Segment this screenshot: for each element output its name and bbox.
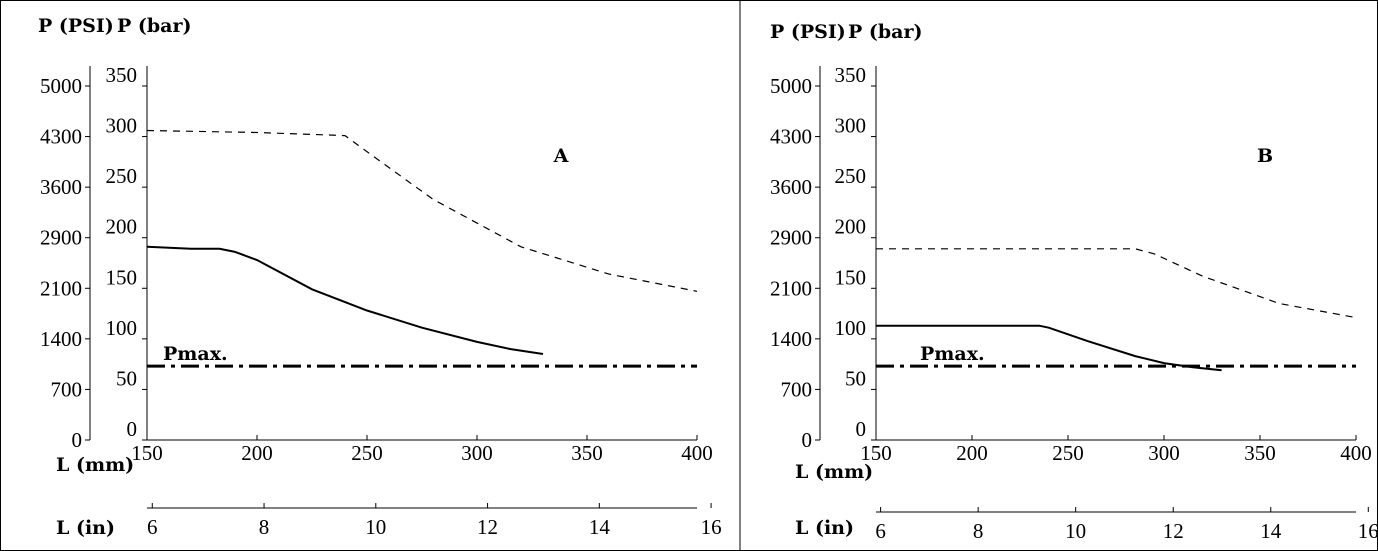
bar-tick-label: 200: [835, 215, 867, 239]
psi-tick-label: 4300: [40, 125, 82, 149]
in-tick-label: 10: [1065, 519, 1086, 543]
in-tick-label: 6: [875, 519, 886, 543]
y-axis-psi-title: P (PSI): [770, 21, 846, 43]
x-axis-in-title: L (in): [56, 517, 115, 539]
y-axis-bar-title: P (bar): [848, 21, 923, 43]
series-dashed-line: [876, 248, 1357, 319]
in-tick-label: 14: [1260, 519, 1282, 543]
bar-tick-label: 300: [106, 114, 138, 138]
bar-tick-label: 300: [835, 114, 867, 138]
mm-tick-label: 250: [351, 441, 383, 465]
bar-tick-label: 50: [116, 366, 137, 390]
in-tick-label: 12: [477, 515, 498, 539]
x-axis-mm-title: L (mm): [56, 454, 134, 476]
bar-tick-label: 0: [127, 417, 138, 441]
psi-tick-label: 700: [781, 377, 813, 401]
bar-tick-label: 350: [835, 63, 867, 87]
pmax-label: Pmax.: [163, 343, 228, 365]
in-tick-label: 6: [147, 515, 158, 539]
x-axis-mm-title: L (mm): [795, 461, 873, 483]
series-solid-line: [146, 245, 544, 355]
in-tick-label: 14: [589, 515, 611, 539]
in-tick-label: 16: [701, 515, 722, 539]
in-tick-label: 16: [1358, 519, 1378, 543]
psi-tick-label: 2900: [770, 226, 812, 250]
mm-tick-label: 400: [1340, 441, 1372, 465]
bar-tick-label: 150: [835, 265, 867, 289]
bar-tick-label: 350: [106, 63, 138, 87]
series-dashed-line: [146, 129, 698, 292]
mm-tick-label: 350: [1244, 441, 1276, 465]
in-tick-label: 12: [1163, 519, 1184, 543]
psi-tick-label: 5000: [40, 74, 82, 98]
y-axis-psi-title: P (PSI): [38, 15, 114, 37]
panel-label: B: [1257, 145, 1273, 167]
psi-tick-label: 2900: [40, 226, 82, 250]
in-tick-label: 10: [365, 515, 386, 539]
psi-tick-label: 2100: [770, 276, 812, 300]
bar-tick-label: 100: [106, 316, 138, 340]
psi-tick-label: 5000: [770, 74, 812, 98]
in-tick-label: 8: [259, 515, 270, 539]
bar-tick-label: 250: [106, 164, 138, 188]
psi-tick-label: 1400: [770, 327, 812, 351]
x-axis-in-title: L (in): [795, 517, 854, 539]
psi-tick-label: 0: [72, 428, 83, 452]
mm-tick-label: 200: [956, 441, 988, 465]
y-axis-bar-title: P (bar): [117, 15, 192, 37]
psi-tick-label: 2100: [40, 276, 82, 300]
panel-label: A: [553, 145, 569, 167]
psi-tick-label: 1400: [40, 327, 82, 351]
psi-tick-label: 4300: [770, 125, 812, 149]
mm-tick-label: 300: [461, 441, 493, 465]
bar-tick-label: 200: [106, 215, 138, 239]
psi-tick-label: 3600: [40, 175, 82, 199]
mm-tick-label: 300: [1148, 441, 1180, 465]
mm-tick-label: 350: [571, 441, 603, 465]
bar-tick-label: 50: [845, 366, 866, 390]
mm-tick-label: 250: [1052, 441, 1084, 465]
psi-tick-label: 0: [802, 428, 813, 452]
bar-tick-label: 150: [106, 265, 138, 289]
series-solid-line: [876, 324, 1222, 372]
mm-tick-label: 200: [241, 441, 273, 465]
mm-tick-label: 400: [681, 441, 713, 465]
psi-tick-label: 3600: [770, 175, 812, 199]
bar-tick-label: 0: [856, 417, 867, 441]
psi-tick-label: 700: [51, 377, 83, 401]
mm-tick-label: 150: [860, 441, 892, 465]
pmax-label: Pmax.: [920, 343, 985, 365]
in-tick-label: 8: [973, 519, 984, 543]
bar-tick-label: 100: [835, 316, 867, 340]
bar-tick-label: 250: [835, 164, 867, 188]
mm-tick-label: 150: [131, 441, 163, 465]
